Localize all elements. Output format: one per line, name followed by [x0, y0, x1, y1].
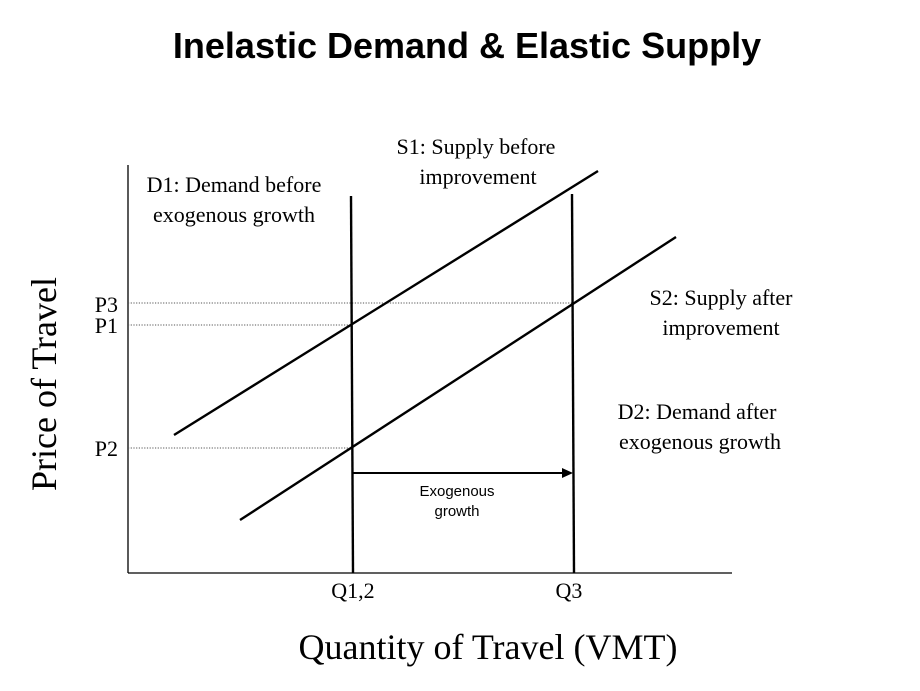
s1-label-line1: S1: Supply before [397, 134, 556, 159]
x-axis-title: Quantity of Travel (VMT) [299, 627, 678, 667]
quantity-label-q12: Q1,2 [331, 578, 374, 603]
s2-supply-curve [239, 235, 677, 522]
d1-demand-curve [349, 195, 355, 574]
d2-label-line2: exogenous growth [619, 429, 781, 454]
s1-supply-curve [173, 169, 599, 437]
quantity-label-q3: Q3 [556, 578, 583, 603]
d1-label-line1: D1: Demand before [147, 172, 322, 197]
exogenous-growth-label-line1: Exogenous [419, 483, 494, 500]
d2-demand-curve [570, 193, 576, 574]
d1-label-line2: exogenous growth [153, 202, 315, 227]
diagram-title: Inelastic Demand & Elastic Supply [173, 25, 761, 66]
exogenous-growth-label-line2: growth [434, 503, 479, 520]
price-label-p2: P2 [95, 436, 118, 461]
s1-label-line2: improvement [419, 164, 536, 189]
s2-label-line1: S2: Supply after [650, 285, 794, 310]
price-label-p3: P3 [95, 292, 118, 317]
y-axis-title: Price of Travel [24, 277, 64, 491]
price-label-p1: P1 [95, 313, 118, 338]
exogenous-growth-arrowhead [562, 468, 573, 478]
s2-label-line2: improvement [662, 315, 779, 340]
d2-label-line1: D2: Demand after [618, 399, 777, 424]
